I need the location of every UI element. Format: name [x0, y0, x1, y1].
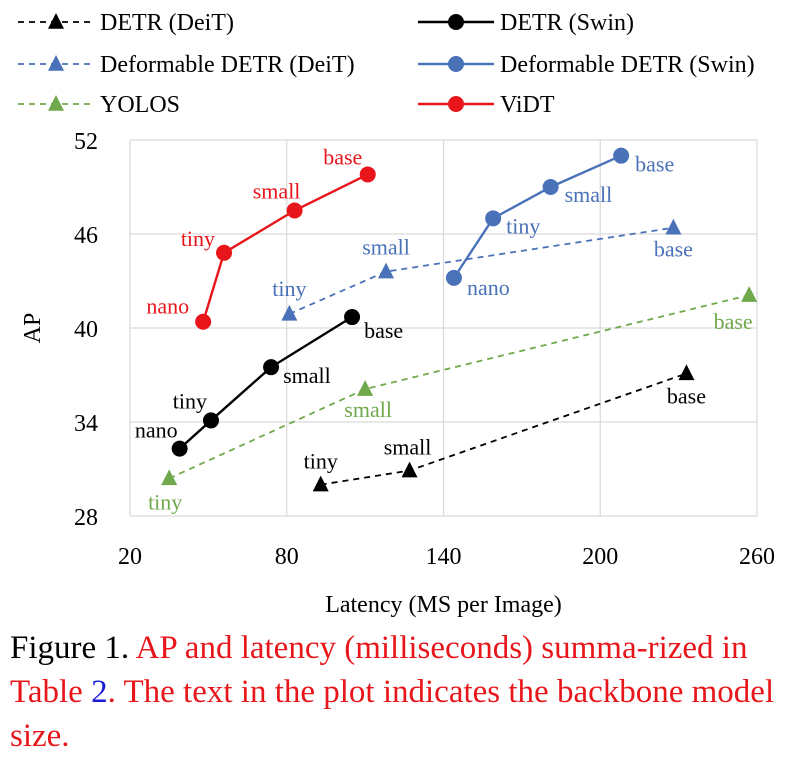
x-tick-label: 200 — [582, 544, 618, 570]
x-tick-label: 20 — [118, 544, 142, 570]
series-line — [178, 316, 353, 450]
point-label: base — [364, 318, 403, 343]
plot-area: 20 80 140 200 260 28 34 40 46 52 Latency (MS per I… — [20, 129, 775, 618]
data-point — [202, 412, 219, 429]
data-point — [401, 461, 418, 478]
point-label: tiny — [272, 276, 306, 301]
data-point — [263, 359, 280, 376]
data-point — [485, 210, 502, 227]
series-line — [320, 372, 687, 486]
y-tick-label: 52 — [74, 129, 98, 155]
series-line — [168, 294, 750, 480]
x-tick-label: 80 — [275, 544, 299, 570]
point-label: base — [635, 152, 674, 177]
point-label: tiny — [148, 489, 182, 514]
point-label: small — [344, 397, 392, 422]
series-line — [289, 226, 674, 315]
data-point — [171, 440, 188, 457]
point-label: tiny — [506, 213, 540, 238]
legend-label: ViDT — [500, 92, 555, 118]
point-label: base — [323, 144, 362, 169]
legend-label: Deformable DETR (Swin) — [500, 52, 755, 78]
point-label: nano — [467, 275, 510, 300]
data-point — [195, 313, 212, 330]
caption-prefix: Figure 1. — [10, 630, 136, 666]
legend-marker — [448, 56, 464, 72]
caption-red-text-2: . The text in the plot indicates the bac… — [10, 674, 775, 754]
point-label: small — [253, 179, 301, 204]
legend-label: DETR (DeiT) — [100, 10, 234, 36]
series-line — [202, 173, 369, 323]
y-tick-label: 34 — [74, 411, 98, 437]
data-point — [678, 364, 695, 381]
data-point — [445, 269, 462, 286]
point-label: base — [667, 383, 706, 408]
data-point — [542, 179, 559, 195]
data-point — [741, 286, 758, 302]
point-label: small — [283, 363, 331, 388]
caption-table-ref[interactable]: 2 — [91, 674, 108, 710]
y-tick-label: 46 — [74, 223, 98, 249]
y-tick-label: 40 — [74, 317, 98, 343]
legend: DETR (DeiT) DETR (Swin) Deformable DETR (D… — [18, 10, 755, 118]
data-point — [344, 309, 361, 326]
data-point — [357, 380, 374, 396]
legend-label: YOLOS — [100, 92, 180, 118]
data-point — [286, 202, 303, 219]
legend-marker — [448, 14, 464, 30]
x-tick-label: 140 — [426, 544, 462, 570]
data-point — [216, 244, 233, 261]
legend-marker — [48, 95, 64, 111]
legend-marker — [448, 96, 464, 112]
data-point — [359, 166, 376, 183]
data-point — [312, 475, 329, 492]
legend-marker — [48, 55, 64, 71]
point-label: small — [384, 435, 432, 460]
data-point — [665, 218, 682, 235]
data-point — [378, 262, 395, 279]
data-point — [613, 147, 630, 164]
chart: DETR (DeiT) DETR (Swin) Deformable DETR (D… — [18, 10, 775, 618]
legend-label: DETR (Swin) — [500, 10, 634, 36]
x-axis-label: Latency (MS per Image) — [325, 592, 562, 618]
point-label: base — [714, 309, 753, 334]
figure-caption: Figure 1. AP and latency (milliseconds) … — [10, 626, 800, 758]
point-label: base — [654, 237, 693, 262]
point-label: nano — [135, 418, 178, 443]
point-label: small — [565, 182, 613, 207]
legend-label: Deformable DETR (DeiT) — [100, 52, 355, 78]
y-axis-label: AP — [20, 313, 46, 344]
data-point — [281, 304, 298, 321]
x-tick-label: 260 — [739, 544, 775, 570]
point-label: nano — [146, 294, 189, 319]
point-label: tiny — [173, 388, 207, 413]
y-tick-label: 28 — [74, 505, 98, 531]
caption-red-text-1: AP and latency (milliseconds) summa-rize… — [10, 630, 748, 710]
series-line — [452, 154, 622, 279]
data-point — [161, 469, 178, 486]
point-label: tiny — [304, 449, 338, 474]
point-label: small — [362, 235, 410, 260]
point-label: tiny — [181, 226, 215, 251]
legend-marker — [48, 13, 64, 29]
